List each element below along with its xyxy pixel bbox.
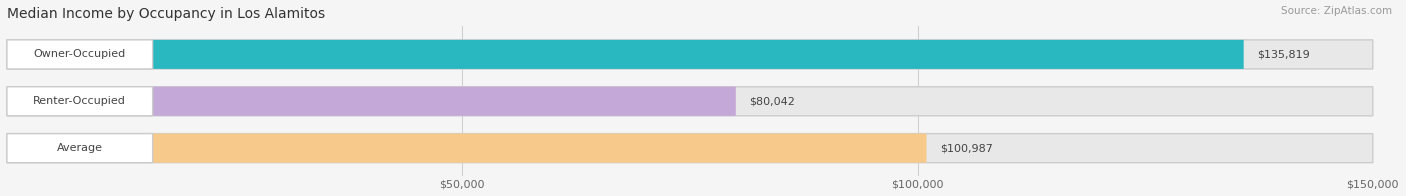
Text: Renter-Occupied: Renter-Occupied	[34, 96, 127, 106]
FancyBboxPatch shape	[7, 87, 1372, 116]
FancyBboxPatch shape	[7, 134, 1372, 163]
FancyBboxPatch shape	[7, 87, 153, 116]
Text: $135,819: $135,819	[1257, 49, 1310, 59]
FancyBboxPatch shape	[7, 134, 153, 163]
FancyBboxPatch shape	[7, 87, 735, 116]
Text: Source: ZipAtlas.com: Source: ZipAtlas.com	[1281, 6, 1392, 16]
Text: Median Income by Occupancy in Los Alamitos: Median Income by Occupancy in Los Alamit…	[7, 7, 325, 21]
FancyBboxPatch shape	[7, 40, 153, 69]
Text: Average: Average	[56, 143, 103, 153]
FancyBboxPatch shape	[7, 40, 1372, 69]
Text: Owner-Occupied: Owner-Occupied	[34, 49, 127, 59]
FancyBboxPatch shape	[7, 134, 927, 163]
Text: $80,042: $80,042	[749, 96, 796, 106]
FancyBboxPatch shape	[7, 40, 1244, 69]
Text: $100,987: $100,987	[941, 143, 993, 153]
